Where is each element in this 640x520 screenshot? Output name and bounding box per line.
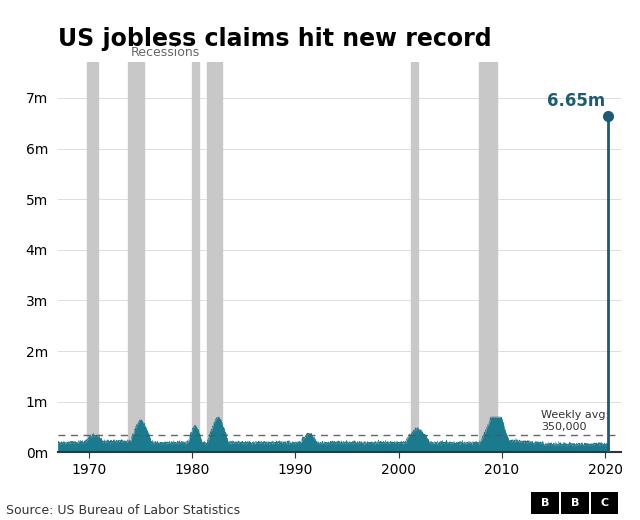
- Text: B: B: [570, 498, 579, 508]
- Bar: [479, 62, 497, 452]
- Text: Weekly avg:
350,000: Weekly avg: 350,000: [541, 410, 609, 432]
- Text: Recessions: Recessions: [131, 45, 200, 58]
- Bar: [207, 62, 222, 452]
- Text: B: B: [541, 498, 549, 508]
- Bar: [192, 62, 199, 452]
- Bar: [86, 62, 98, 452]
- Text: 6.65m: 6.65m: [547, 92, 605, 110]
- Bar: [411, 62, 419, 452]
- Text: Source: US Bureau of Labor Statistics: Source: US Bureau of Labor Statistics: [6, 504, 241, 517]
- Bar: [128, 62, 145, 452]
- Text: C: C: [600, 498, 609, 508]
- Text: US jobless claims hit new record: US jobless claims hit new record: [58, 27, 492, 51]
